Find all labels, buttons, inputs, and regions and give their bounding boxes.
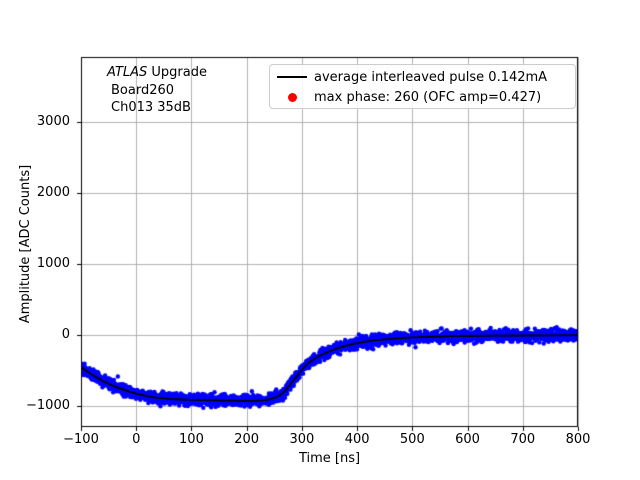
annotation-board: Board260: [111, 82, 175, 98]
legend-dot-sample-icon: [287, 92, 297, 102]
x-tick-label: 600: [455, 432, 480, 447]
x-tick-label: 0: [132, 432, 141, 447]
x-tick-label: 100: [179, 432, 204, 447]
x-tick-label: 300: [289, 432, 315, 447]
y-tick-label: 0: [61, 326, 70, 342]
x-axis-label: Time [ns]: [298, 451, 361, 466]
x-tick-label: 500: [399, 432, 425, 447]
y-tick-label: −1000: [26, 397, 70, 413]
x-tick-label: 200: [234, 432, 260, 447]
y-tick-label: 3000: [36, 114, 70, 130]
legend-row-average: average interleaved pulse 0.142mA: [270, 67, 575, 87]
legend-line-sample-icon: [277, 76, 307, 78]
y-tick-label: 1000: [36, 255, 70, 271]
y-tick-label: 2000: [36, 185, 70, 201]
legend-label-maxphase: max phase: 260 (OFC amp=0.427): [314, 89, 542, 105]
legend-row-maxphase: max phase: 260 (OFC amp=0.427): [270, 87, 575, 107]
legend-swatch: [270, 92, 314, 102]
annotation: ATLAS Upgrade Board260 Ch013 35dB: [107, 64, 207, 117]
x-tick-label: 700: [510, 432, 536, 447]
x-tick-label: 400: [344, 432, 370, 447]
legend: average interleaved pulse 0.142mA max ph…: [269, 64, 576, 109]
legend-label-average: average interleaved pulse 0.142mA: [314, 69, 548, 85]
x-tick-label: 800: [565, 432, 591, 447]
legend-swatch: [270, 76, 314, 78]
annotation-line-1: ATLAS Upgrade: [107, 64, 207, 82]
x-tick-label: −100: [63, 432, 99, 447]
annotation-atlas: ATLAS: [107, 65, 148, 80]
annotation-upgrade: Upgrade: [147, 65, 207, 80]
annotation-channel: Ch013 35dB: [111, 100, 191, 115]
